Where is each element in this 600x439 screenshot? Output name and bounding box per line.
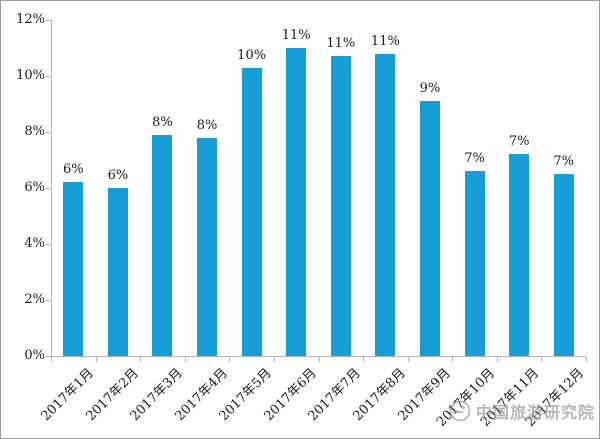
bar — [375, 53, 396, 356]
y-axis-tick — [46, 132, 51, 133]
y-axis-tick — [46, 300, 51, 301]
x-axis-tick — [541, 357, 543, 362]
x-axis-tick — [496, 357, 498, 362]
bar-value-label: 6% — [107, 168, 129, 183]
x-axis-tick — [95, 357, 97, 362]
watermark: 中国旅游研究院 — [448, 399, 595, 423]
bar — [330, 56, 351, 356]
y-axis-tick — [46, 244, 51, 245]
y-axis-tick — [46, 76, 51, 77]
y-axis-tick-label: 0% — [24, 348, 45, 363]
y-axis-line — [51, 20, 52, 357]
bar-value-label: 9% — [419, 81, 441, 97]
x-axis-tick — [407, 357, 409, 362]
bar-value-label: 11% — [281, 28, 311, 43]
x-axis-line — [51, 356, 586, 357]
y-axis-tick-label: 12% — [16, 12, 45, 27]
watermark-text: 中国旅游研究院 — [476, 403, 596, 422]
x-axis-tick — [318, 357, 320, 362]
bar — [419, 101, 440, 356]
china-tourism-academy-logo-icon — [449, 400, 471, 422]
bar — [197, 137, 218, 356]
bar-value-label: 8% — [152, 114, 173, 130]
bar — [152, 134, 173, 356]
y-axis-tick-label: 8% — [24, 124, 45, 139]
bar — [464, 171, 485, 356]
y-axis-tick-label: 4% — [24, 236, 45, 251]
bar-value-label: 11% — [370, 33, 400, 49]
bar — [509, 154, 530, 356]
bar — [63, 182, 84, 356]
bar-value-label: 11% — [326, 36, 356, 52]
bar-value-label: 7% — [553, 154, 575, 169]
x-axis-tick — [184, 357, 186, 362]
x-axis-tick — [452, 357, 454, 362]
bar — [107, 188, 128, 356]
x-axis-tick — [273, 357, 275, 362]
x-axis-tick — [140, 357, 142, 362]
bar-value-label: 7% — [508, 134, 530, 150]
x-axis-tick — [51, 357, 52, 362]
y-axis-tick — [46, 356, 51, 357]
bar — [553, 174, 574, 356]
y-axis-tick-label: 10% — [16, 68, 45, 83]
x-axis-tick — [229, 357, 231, 362]
bar-value-label: 6% — [62, 162, 84, 178]
x-axis-tick — [363, 357, 365, 362]
bar-value-label: 10% — [237, 47, 267, 63]
bar-value-label: 7% — [464, 151, 485, 167]
y-axis-tick-label: 6% — [24, 180, 45, 195]
x-axis-tick — [586, 357, 587, 362]
bar — [286, 48, 307, 356]
bar — [241, 67, 262, 356]
bar-value-label: 8% — [196, 117, 218, 133]
y-axis-tick — [46, 188, 51, 189]
y-axis-tick-label: 2% — [24, 292, 45, 307]
y-axis-tick — [46, 20, 51, 21]
